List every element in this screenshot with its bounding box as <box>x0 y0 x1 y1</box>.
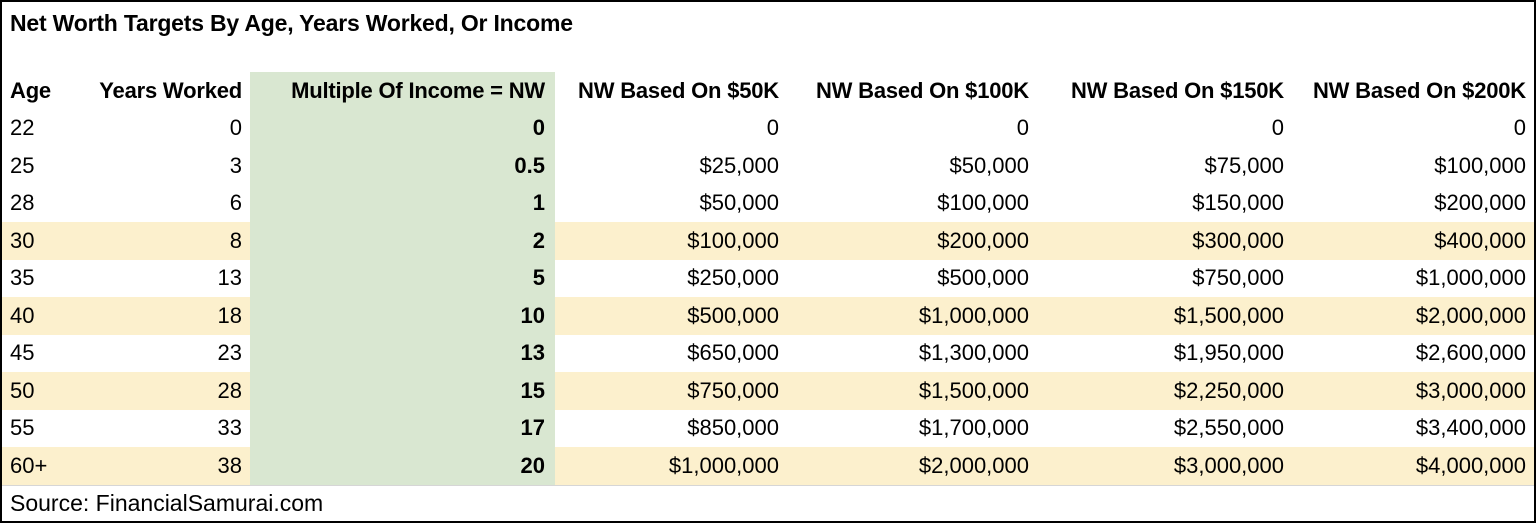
column-header: Multiple Of Income = NW <box>250 72 555 110</box>
table-row: 28 6 1 $50,000 $100,000 $150,000 $200,000 <box>2 184 1534 222</box>
header-row: Age Years Worked Multiple Of Income = NW NW… <box>2 72 1534 110</box>
table-cell: 28 <box>64 372 250 410</box>
table-cell: 0 <box>229 115 242 141</box>
table-cell: 0 <box>1513 115 1526 141</box>
table-cell: 28 <box>10 190 35 216</box>
table-cell: 30 <box>2 222 64 260</box>
table-cell: 55 <box>10 415 35 441</box>
table-cell: 50 <box>2 372 64 410</box>
table-cell: 17 <box>250 409 555 447</box>
column-header: Years Worked <box>99 77 242 103</box>
table-cell: $1,000,000 <box>1415 265 1526 291</box>
table-cell: $200,000 <box>1434 190 1526 216</box>
column-header: NW Based On $200K <box>1312 77 1526 103</box>
table-row: 55 33 17 $850,000 $1,700,000 $2,550,000 $3,400… <box>2 409 1534 447</box>
table-cell: $100,000 <box>937 190 1029 216</box>
table-cell: 3 <box>229 152 242 178</box>
table-cell: $3,400,000 <box>1415 415 1526 441</box>
table-cell: $750,000 <box>555 372 787 410</box>
table-cell: 0.5 <box>250 147 555 185</box>
table-cell: 45 <box>10 340 35 366</box>
table-cell: $500,000 <box>555 297 787 335</box>
table-cell: $25,000 <box>699 152 779 178</box>
table-row: 30 8 2 $100,000 $200,000 $300,000 $400,000 <box>2 222 1534 260</box>
table-title: Net Worth Targets By Age, Years Worked, … <box>10 10 573 36</box>
table-cell: $2,250,000 <box>1037 372 1292 410</box>
table-cell: $4,000,000 <box>1292 447 1534 485</box>
table-cell: $2,000,000 <box>1292 297 1534 335</box>
table-cell: 0 <box>766 115 779 141</box>
column-header: NW Based On $50K <box>578 77 779 103</box>
table-cell: 1 <box>250 184 555 222</box>
table-cell: $2,550,000 <box>1173 415 1284 441</box>
table-cell: 13 <box>250 334 555 372</box>
table-cell: $50,000 <box>949 152 1029 178</box>
table-cell: $1,300,000 <box>918 340 1029 366</box>
table-cell: $2,000,000 <box>787 447 1037 485</box>
table-cell: 0 <box>250 109 555 147</box>
table-cell: $75,000 <box>1204 152 1284 178</box>
table-cell: 22 <box>10 115 35 141</box>
table-cell: 0 <box>1016 115 1029 141</box>
table-cell: $650,000 <box>687 340 779 366</box>
table-row: 60+ 38 20 $1,000,000 $2,000,000 $3,000,000 $4,… <box>2 447 1534 485</box>
table-cell: 2 <box>250 222 555 260</box>
table-cell: 13 <box>217 265 242 291</box>
table-cell: 0 <box>1271 115 1284 141</box>
table-cell: 6 <box>229 190 242 216</box>
table-cell: $3,000,000 <box>1292 372 1534 410</box>
table-cell: $1,700,000 <box>918 415 1029 441</box>
table-cell: $1,500,000 <box>787 372 1037 410</box>
table-cell: $1,950,000 <box>1173 340 1284 366</box>
table-cell: 18 <box>64 297 250 335</box>
table-cell: 10 <box>250 297 555 335</box>
table-cell: 5 <box>250 259 555 297</box>
table-cell: $2,600,000 <box>1415 340 1526 366</box>
table-cell: 20 <box>250 447 555 485</box>
table-cell: $100,000 <box>555 222 787 260</box>
table-cell: $250,000 <box>687 265 779 291</box>
table-cell: $750,000 <box>1192 265 1284 291</box>
table-cell: $100,000 <box>1434 152 1526 178</box>
table-cell: 8 <box>64 222 250 260</box>
table-cell: $300,000 <box>1037 222 1292 260</box>
table-cell: 35 <box>10 265 35 291</box>
table-cell: $200,000 <box>787 222 1037 260</box>
table-cell: $3,000,000 <box>1037 447 1292 485</box>
column-header: NW Based On $150K <box>1070 77 1284 103</box>
column-header: Age <box>10 77 51 103</box>
table-cell: $1,000,000 <box>555 447 787 485</box>
table-cell: 40 <box>2 297 64 335</box>
source-text: Source: FinancialSamurai.com <box>10 490 324 516</box>
table-cell: 23 <box>217 340 242 366</box>
table-cell: 25 <box>10 152 35 178</box>
net-worth-table: Age Years Worked Multiple Of Income = NW NW… <box>2 72 1534 485</box>
table-cell: 15 <box>250 372 555 410</box>
column-header: NW Based On $100K <box>815 77 1029 103</box>
table-cell: 38 <box>64 447 250 485</box>
source-row: Source: FinancialSamurai.com <box>2 484 1534 522</box>
table-row: 25 3 0.5 $25,000 $50,000 $75,000 $100,000 <box>2 147 1534 185</box>
table-cell: $150,000 <box>1192 190 1284 216</box>
table-row: 35 13 5 $250,000 $500,000 $750,000 $1,000,000 <box>2 259 1534 297</box>
table-cell: $850,000 <box>687 415 779 441</box>
table-row: 40 18 10 $500,000 $1,000,000 $1,500,000 $2,000… <box>2 297 1534 335</box>
table-row: 45 23 13 $650,000 $1,300,000 $1,950,000 $2,600… <box>2 334 1534 372</box>
table-row: 50 28 15 $750,000 $1,500,000 $2,250,000 $3,000… <box>2 372 1534 410</box>
table-cell: $50,000 <box>699 190 779 216</box>
table-cell: $400,000 <box>1292 222 1534 260</box>
table-cell: $1,500,000 <box>1037 297 1292 335</box>
table-cell: 60+ <box>2 447 64 485</box>
table-cell: 33 <box>217 415 242 441</box>
table-row: 22 0 0 0 0 0 0 <box>2 109 1534 147</box>
table-cell: $1,000,000 <box>787 297 1037 335</box>
table-cell: $500,000 <box>937 265 1029 291</box>
